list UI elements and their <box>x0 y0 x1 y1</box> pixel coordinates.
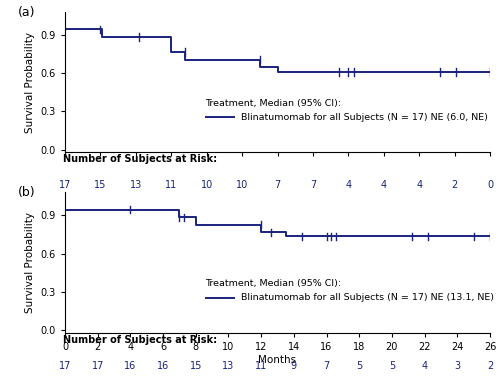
Text: 11: 11 <box>255 360 268 371</box>
Text: 5: 5 <box>389 360 395 371</box>
Text: 4: 4 <box>422 360 428 371</box>
Text: 4: 4 <box>416 180 422 190</box>
Text: 15: 15 <box>190 360 202 371</box>
Text: Treatment, Median (95% CI):: Treatment, Median (95% CI): <box>206 279 342 288</box>
Text: 7: 7 <box>324 360 330 371</box>
Text: 11: 11 <box>165 180 177 190</box>
Text: Number of Subjects at Risk:: Number of Subjects at Risk: <box>63 154 217 165</box>
Text: 10: 10 <box>200 180 213 190</box>
Text: 7: 7 <box>274 180 280 190</box>
Text: 3: 3 <box>454 360 460 371</box>
X-axis label: Months: Months <box>258 355 296 365</box>
Text: 17: 17 <box>59 180 71 190</box>
Text: (a): (a) <box>18 6 36 19</box>
Text: 0: 0 <box>487 180 493 190</box>
Text: 7: 7 <box>310 180 316 190</box>
Text: 16: 16 <box>124 360 136 371</box>
Text: 9: 9 <box>291 360 297 371</box>
Text: 17: 17 <box>59 360 71 371</box>
Text: 13: 13 <box>222 360 234 371</box>
Text: 17: 17 <box>92 360 104 371</box>
Y-axis label: Survival Probability: Survival Probability <box>25 212 35 313</box>
Text: 2: 2 <box>452 180 458 190</box>
Text: (b): (b) <box>18 186 36 199</box>
Text: Blinatumomab for all Subjects (N = 17) NE (6.0, NE): Blinatumomab for all Subjects (N = 17) N… <box>242 113 488 122</box>
Text: Blinatumomab for all Subjects (N = 17) NE (13.1, NE): Blinatumomab for all Subjects (N = 17) N… <box>242 293 494 302</box>
Text: 4: 4 <box>380 180 387 190</box>
Text: 10: 10 <box>236 180 248 190</box>
Text: 16: 16 <box>157 360 169 371</box>
Text: 4: 4 <box>346 180 352 190</box>
Text: Number of Subjects at Risk:: Number of Subjects at Risk: <box>63 335 217 345</box>
Text: 2: 2 <box>487 360 493 371</box>
Text: Treatment, Median (95% CI):: Treatment, Median (95% CI): <box>206 99 342 108</box>
Text: 13: 13 <box>130 180 142 190</box>
Text: 15: 15 <box>94 180 106 190</box>
Y-axis label: Survival Probability: Survival Probability <box>25 31 35 133</box>
Text: 5: 5 <box>356 360 362 371</box>
